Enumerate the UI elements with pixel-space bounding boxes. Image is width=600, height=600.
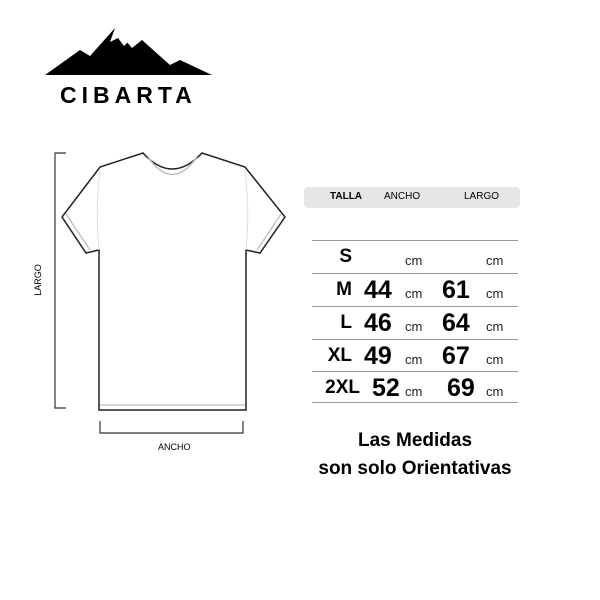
size-label: 2XL (325, 377, 360, 398)
size-label: XL (327, 345, 352, 366)
header-size: TALLA (330, 191, 363, 202)
header-length: LARGO (464, 191, 500, 202)
unit-label: cm (486, 253, 504, 268)
divider (312, 240, 518, 241)
mountain-icon (45, 28, 212, 75)
table-header: TALLA ANCHO LARGO (304, 187, 520, 208)
size-label: M (336, 279, 352, 300)
unit-label: cm (405, 384, 423, 399)
note-line-2: son solo Orientativas (318, 458, 512, 479)
width-value: 49 (364, 342, 392, 370)
length-value: 64 (442, 309, 470, 337)
divider (312, 371, 518, 372)
length-label: LARGO (32, 264, 43, 296)
size-label: S (339, 246, 352, 267)
unit-label: cm (486, 286, 504, 301)
length-value: 69 (447, 374, 475, 402)
divider (312, 273, 518, 274)
divider (312, 402, 518, 403)
width-value: 52 (372, 374, 400, 402)
unit-label: cm (486, 384, 504, 399)
unit-label: cm (405, 286, 423, 301)
brand-name: CIBARTA (60, 82, 197, 108)
width-label: ANCHO (158, 442, 191, 452)
header-width: ANCHO (384, 191, 421, 202)
length-value: 67 (442, 342, 470, 370)
size-label: L (340, 312, 352, 333)
width-value: 46 (364, 309, 392, 337)
divider (312, 339, 518, 340)
unit-label: cm (486, 352, 504, 367)
length-value: 61 (442, 276, 470, 304)
unit-label: cm (405, 253, 423, 268)
unit-label: cm (486, 319, 504, 334)
unit-label: cm (405, 319, 423, 334)
unit-label: cm (405, 352, 423, 367)
divider (312, 306, 518, 307)
tshirt-diagram (54, 152, 286, 434)
note-line-1: Las Medidas (357, 430, 473, 451)
width-value: 44 (364, 276, 392, 304)
